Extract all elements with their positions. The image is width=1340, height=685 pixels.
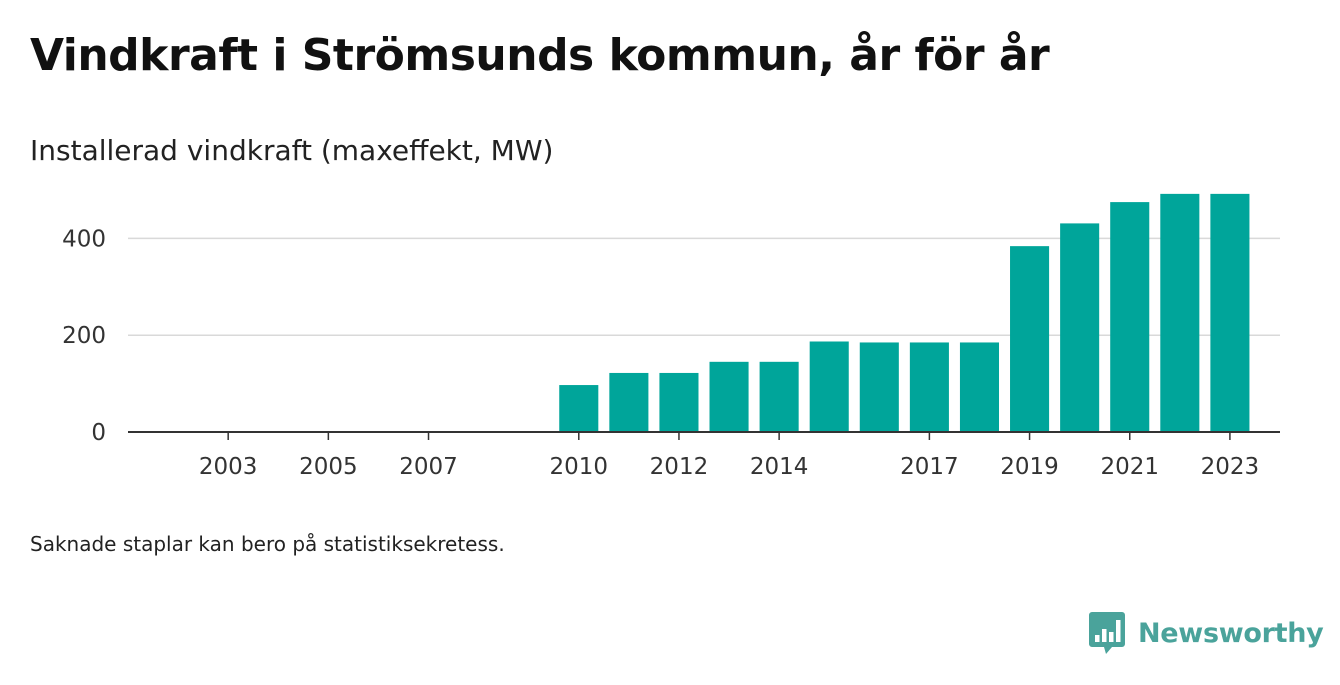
- y-tick-label: 400: [62, 226, 106, 252]
- bar-2012: [659, 372, 699, 432]
- bar-2019: [1010, 246, 1050, 432]
- bar-2013: [709, 361, 749, 432]
- bar-2022: [1160, 193, 1200, 432]
- x-tick-label: 2017: [900, 454, 959, 480]
- bar-2020: [1060, 223, 1100, 432]
- x-tick-label: 2021: [1100, 454, 1159, 480]
- bar-2016: [859, 342, 899, 432]
- x-tick-label: 2010: [550, 454, 609, 480]
- x-tick-label: 2019: [1000, 454, 1059, 480]
- bar-2021: [1110, 202, 1150, 432]
- x-tick-label: 2005: [299, 454, 358, 480]
- footnote: Saknade staplar kan bero på statistiksek…: [30, 532, 505, 556]
- y-axis-ticks: 0 200 400: [62, 226, 106, 446]
- bar-2014: [759, 361, 799, 432]
- x-axis-ticks: 2003 2005 2007 2010 2012 2014 2017 2019 2021 2023: [199, 432, 1259, 480]
- x-tick-label: 2007: [399, 454, 458, 480]
- bar-2018: [959, 342, 1000, 432]
- newsworthy-logo-icon: [1089, 612, 1125, 654]
- x-tick-label: 2012: [650, 454, 709, 480]
- x-tick-label: 2014: [750, 454, 809, 480]
- bar-2010: [559, 385, 599, 432]
- brand-name: Newsworthy: [1138, 617, 1324, 649]
- x-tick-label: 2023: [1201, 454, 1260, 480]
- y-tick-label: 0: [91, 420, 106, 446]
- x-tick-label: 2003: [199, 454, 258, 480]
- bar-2015: [809, 341, 849, 432]
- bar-2011: [609, 372, 649, 432]
- y-tick-label: 200: [62, 323, 106, 349]
- brand-logo[interactable]: Newsworthy: [1088, 610, 1324, 656]
- chart-subtitle: Installerad vindkraft (maxeffekt, MW): [30, 134, 554, 167]
- gridlines: [128, 237, 1280, 336]
- chart-title: Vindkraft i Strömsunds kommun, år för år: [30, 30, 1050, 81]
- bar-2023: [1210, 193, 1250, 432]
- bar-2017: [909, 342, 949, 432]
- bars: [559, 193, 1250, 432]
